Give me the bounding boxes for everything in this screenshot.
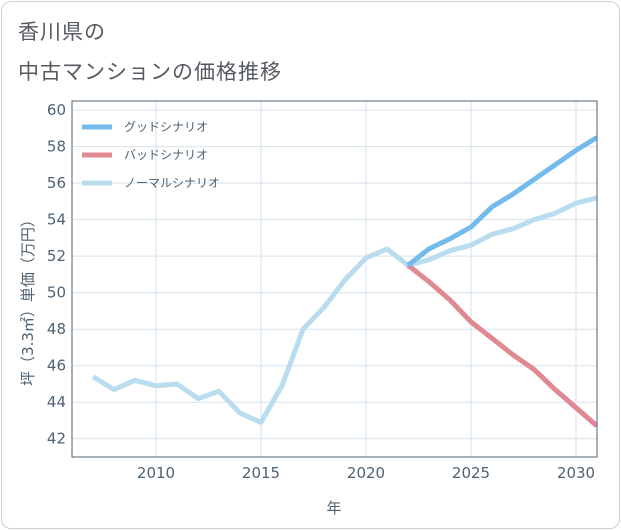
series-lines — [91, 135, 597, 428]
legend-label-0: グッドシナリオ — [124, 120, 208, 134]
page-title-line2: 中古マンションの価格推移 — [18, 60, 282, 84]
x-tick-label: 2025 — [452, 464, 490, 482]
y-tick-label: 42 — [47, 430, 66, 448]
y-tick-label: 54 — [47, 211, 66, 229]
x-tick-label: 2030 — [557, 464, 595, 482]
y-tick-labels: 42 44 46 48 50 52 54 56 58 60 — [47, 101, 66, 448]
x-tick-label: 2015 — [242, 464, 280, 482]
y-tick-label: 46 — [47, 357, 66, 375]
plot-area-background — [72, 101, 597, 457]
grid-lines — [72, 101, 597, 457]
y-tick-label: 48 — [47, 320, 66, 338]
plot-area-border — [71, 100, 598, 458]
x-tick-label: 2010 — [137, 464, 175, 482]
x-tick-labels: 2010 2015 2020 2025 2030 — [137, 464, 595, 482]
series-line-0 — [406, 135, 597, 268]
legend-label-1: バッドシナリオ — [124, 148, 208, 162]
y-tick-label: 52 — [47, 247, 66, 265]
y-tick-label: 44 — [47, 393, 66, 411]
y-tick-label: 50 — [47, 284, 66, 302]
series-line-2 — [91, 195, 597, 425]
page-title-line1: 香川県の — [18, 20, 106, 44]
x-tick-label: 2020 — [347, 464, 385, 482]
x-axis-label: 年 — [326, 499, 341, 517]
y-axis-label: 坪（3.3㎡）単価（万円） — [19, 212, 37, 386]
series-line-1 — [406, 263, 597, 428]
legend-label-2: ノーマルシナリオ — [124, 176, 220, 190]
y-tick-label: 60 — [47, 101, 66, 119]
y-tick-label: 56 — [47, 174, 66, 192]
y-tick-label: 58 — [47, 138, 66, 156]
